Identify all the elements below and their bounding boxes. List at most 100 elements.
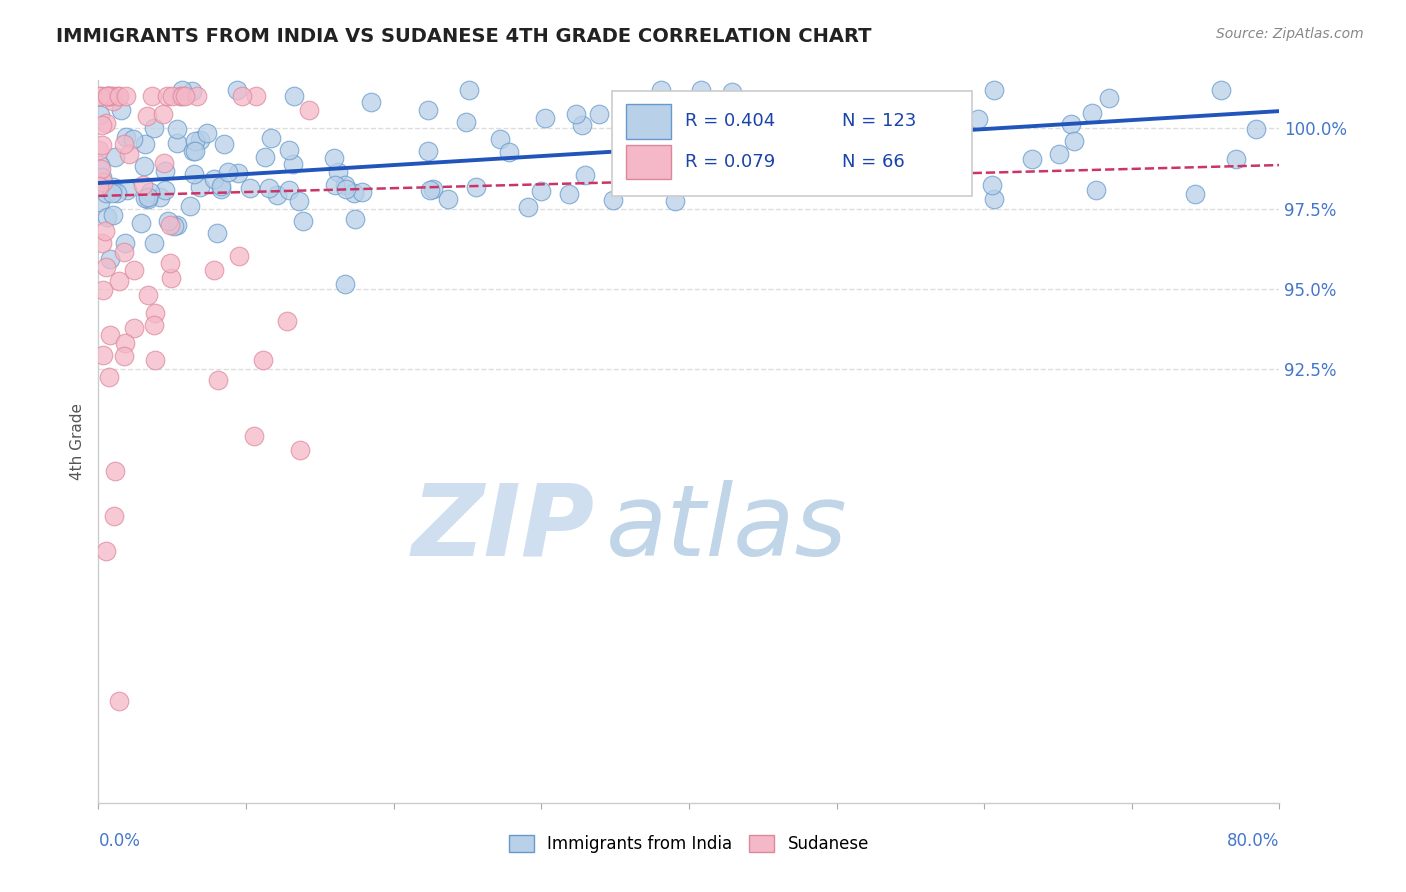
- Point: [277, 183, 299, 197]
- Text: IMMIGRANTS FROM INDIA VS SUDANESE 4TH GRADE CORRELATION CHART: IMMIGRANTS FROM INDIA VS SUDANESE 4TH GR…: [56, 27, 872, 45]
- Point: [98, 89, 121, 103]
- Point: [793, 120, 815, 134]
- Point: [620, 175, 643, 189]
- Point: [91, 175, 114, 189]
- Point: [100, 252, 122, 266]
- Point: [89, 89, 111, 103]
- Legend: Immigrants from India, Sudanese: Immigrants from India, Sudanese: [502, 828, 876, 860]
- FancyBboxPatch shape: [626, 104, 671, 139]
- Point: [454, 114, 477, 128]
- Point: [418, 103, 440, 117]
- Point: [138, 186, 160, 200]
- Point: [132, 159, 155, 173]
- Point: [132, 178, 155, 192]
- Point: [214, 136, 236, 151]
- Point: [101, 183, 124, 197]
- Point: [328, 164, 350, 178]
- Point: [195, 126, 218, 140]
- Point: [96, 116, 118, 130]
- Text: 80.0%: 80.0%: [1227, 831, 1279, 850]
- Point: [252, 352, 274, 367]
- Point: [152, 156, 174, 170]
- Point: [166, 218, 188, 232]
- Point: [97, 89, 120, 103]
- Point: [530, 184, 553, 198]
- Point: [967, 112, 990, 127]
- Point: [180, 84, 202, 98]
- Point: [134, 136, 156, 151]
- Point: [138, 192, 160, 206]
- Point: [160, 271, 183, 285]
- Point: [588, 107, 610, 121]
- Point: [631, 119, 654, 133]
- Point: [266, 187, 288, 202]
- Point: [652, 165, 675, 179]
- Point: [416, 144, 439, 158]
- Point: [179, 199, 201, 213]
- Point: [90, 161, 112, 176]
- Point: [108, 694, 131, 708]
- Y-axis label: 4th Grade: 4th Grade: [69, 403, 84, 480]
- Point: [762, 141, 785, 155]
- Point: [155, 183, 177, 197]
- Point: [163, 219, 186, 233]
- Point: [276, 314, 298, 328]
- Point: [118, 147, 141, 161]
- Point: [183, 144, 205, 158]
- Point: [96, 211, 118, 225]
- Point: [89, 108, 111, 122]
- Point: [298, 103, 321, 117]
- Point: [149, 190, 172, 204]
- Point: [626, 152, 648, 166]
- Point: [169, 89, 191, 103]
- Point: [650, 83, 672, 97]
- Point: [94, 186, 117, 200]
- Point: [89, 158, 111, 172]
- FancyBboxPatch shape: [612, 91, 973, 196]
- Point: [245, 89, 267, 103]
- Point: [142, 318, 165, 332]
- Point: [664, 194, 686, 209]
- Point: [281, 157, 304, 171]
- Point: [190, 132, 212, 146]
- Point: [89, 195, 111, 210]
- Point: [983, 193, 1005, 207]
- Point: [1085, 183, 1108, 197]
- Point: [170, 89, 193, 103]
- Point: [1060, 116, 1083, 130]
- Point: [96, 89, 118, 103]
- Point: [97, 369, 120, 384]
- Point: [107, 89, 129, 103]
- Point: [143, 352, 166, 367]
- Point: [323, 151, 346, 165]
- Point: [101, 208, 124, 222]
- Point: [343, 186, 366, 201]
- Point: [136, 288, 159, 302]
- Text: atlas: atlas: [606, 480, 848, 577]
- Point: [107, 274, 129, 288]
- Point: [91, 348, 114, 362]
- Point: [90, 236, 112, 251]
- Point: [1047, 146, 1070, 161]
- Point: [207, 372, 229, 386]
- Point: [335, 182, 357, 196]
- Point: [107, 89, 129, 103]
- Point: [142, 120, 165, 135]
- Point: [571, 118, 593, 132]
- Point: [183, 167, 205, 181]
- Point: [1244, 121, 1267, 136]
- Point: [291, 214, 314, 228]
- Point: [136, 189, 159, 203]
- Point: [114, 235, 136, 250]
- Point: [202, 263, 225, 277]
- Point: [939, 149, 962, 163]
- Point: [166, 136, 188, 150]
- Point: [498, 145, 520, 160]
- Text: N = 66: N = 66: [842, 153, 905, 171]
- Point: [207, 226, 229, 240]
- Point: [852, 126, 875, 140]
- Point: [1209, 83, 1232, 97]
- Point: [94, 224, 117, 238]
- Point: [90, 89, 112, 103]
- Point: [217, 165, 239, 179]
